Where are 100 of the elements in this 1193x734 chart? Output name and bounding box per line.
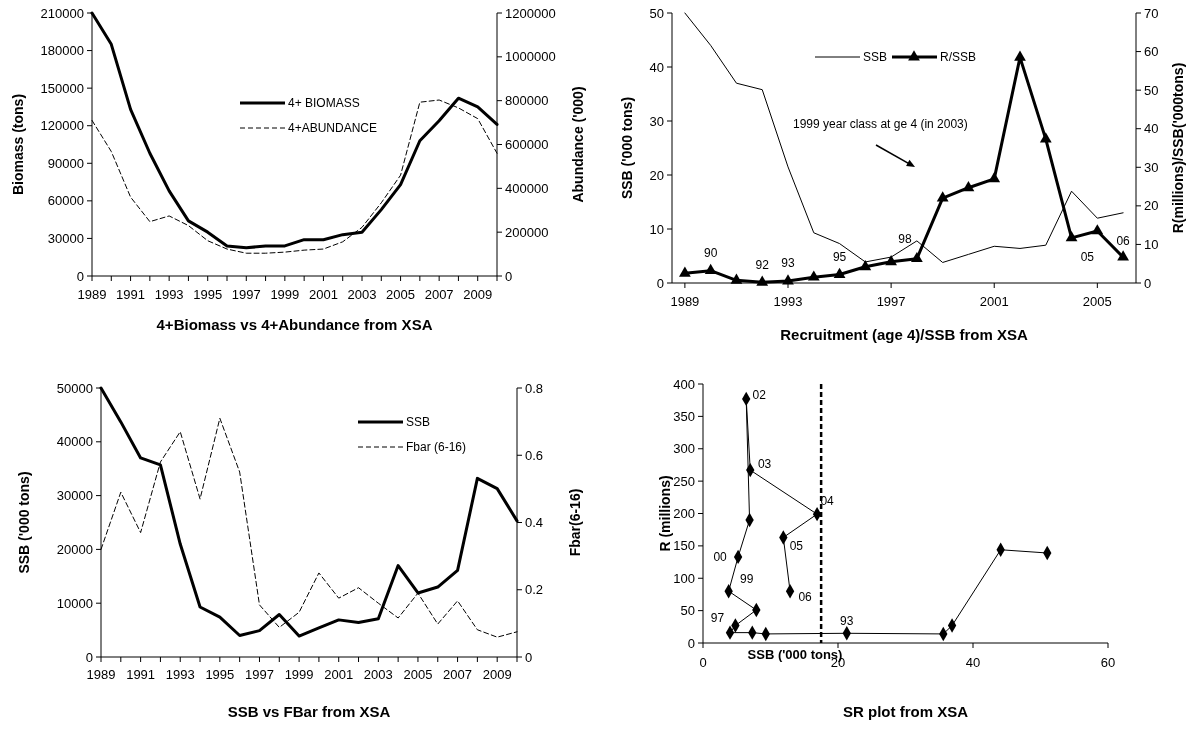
y-tick-label: 350 — [673, 408, 695, 424]
x-tick-label: 2009 — [482, 667, 512, 682]
annotation: 93 — [840, 614, 854, 629]
annotation: 00 — [713, 550, 728, 565]
annotation: 98 — [898, 231, 912, 246]
legend-label: Fbar (6-16) — [406, 440, 467, 455]
y2-tick-label: 0 — [505, 268, 513, 284]
y2-axis-title: Abundance ('000) — [569, 86, 586, 203]
annotation: 93 — [781, 256, 795, 271]
y-tick-label: 200 — [673, 506, 695, 522]
y-tick-label: 30 — [649, 113, 664, 129]
x-tick-label: 2005 — [403, 667, 433, 682]
point — [730, 273, 743, 284]
annotation: 06 — [798, 590, 813, 605]
y2-tick-label: 0.4 — [525, 515, 544, 531]
x-tick-label: 1999 — [284, 667, 314, 682]
y2-tick-label: 10 — [1144, 236, 1159, 252]
y-tick-label: 0 — [687, 635, 695, 651]
y-tick-label: 50 — [649, 5, 664, 21]
point — [1117, 250, 1129, 261]
x-tick-label: 1993 — [154, 287, 184, 302]
y2-axis-title: Fbar(6-16) — [566, 488, 583, 557]
y-tick-label: 90000 — [47, 155, 84, 171]
x-tick-label: 2003 — [347, 287, 377, 302]
annotation: 05 — [1080, 250, 1095, 265]
point — [756, 275, 769, 286]
point — [1014, 50, 1026, 61]
y-tick-label: 40 — [649, 59, 664, 75]
text: 4+Biomass vs 4+Abundance from XSA — [156, 316, 433, 333]
point — [1039, 132, 1052, 143]
y2-tick-label: 0.2 — [525, 582, 544, 598]
point — [679, 266, 691, 277]
annotation: 06 — [1116, 234, 1131, 249]
y-tick-label: 120000 — [40, 118, 84, 134]
annotation: 03 — [757, 457, 772, 472]
x-tick-label: 2001 — [324, 667, 354, 682]
y2-tick-label: 30 — [1144, 159, 1159, 175]
x-tick-label: 2001 — [979, 294, 1009, 309]
y-tick-label: 10000 — [56, 595, 93, 611]
x-tick-label: 1991 — [116, 287, 146, 302]
annotation: 99 — [739, 572, 754, 587]
x-tick-label: 1997 — [876, 294, 906, 309]
x-tick-label: 2001 — [308, 287, 338, 302]
legend-label: SSB — [863, 50, 888, 65]
y-tick-label: 250 — [673, 473, 695, 489]
x-tick-label: 2003 — [363, 667, 393, 682]
y-tick-label: 20000 — [56, 541, 93, 557]
x-tick-label: 2007 — [443, 667, 473, 682]
y-axis-title: R (millions) — [656, 475, 673, 552]
y-tick-label: 50000 — [56, 380, 93, 396]
legend-label: 4+ABUNDANCE — [288, 121, 378, 136]
x-tick-label: 1999 — [270, 287, 300, 302]
x-tick-label: 1993 — [165, 667, 195, 682]
x-tick-label: 1989 — [86, 667, 116, 682]
text: SSB vs FBar from XSA — [227, 703, 391, 720]
point — [885, 254, 897, 266]
y2-tick-label: 1200000 — [505, 5, 556, 21]
y-tick-label: 180000 — [40, 43, 84, 59]
annotation: 90 — [703, 245, 718, 260]
point — [782, 274, 794, 285]
x-tick-label: 2009 — [463, 287, 493, 302]
y-axis-title: SSB ('000 tons) — [15, 471, 32, 574]
point — [988, 172, 1001, 183]
x-tick-label: 2005 — [386, 287, 416, 302]
annotation: 97 — [710, 610, 725, 625]
y-tick-label: 60000 — [47, 193, 84, 209]
y2-axis-title: R(millions)/SSB('000tons) — [1169, 62, 1186, 234]
point — [859, 260, 872, 271]
annotation: 1999 year class at ge 4 (in 2003) — [793, 117, 968, 131]
point — [936, 191, 949, 202]
x-tick-label: 1991 — [126, 667, 156, 682]
y-axis-title: Biomass (tons) — [9, 93, 26, 196]
x-tick-label: 1997 — [245, 667, 274, 682]
x-tick-label: 1989 — [77, 287, 107, 302]
x-tick-label: 60 — [1100, 655, 1116, 670]
y-axis-title: SSB ('000 tons) — [618, 96, 635, 200]
x-tick-label: 0 — [699, 655, 707, 670]
y-tick-label: 40000 — [56, 434, 93, 450]
y2-tick-label: 400000 — [505, 180, 549, 196]
x-tick-label: 40 — [965, 655, 981, 670]
y2-tick-label: 800000 — [505, 93, 549, 109]
y-tick-label: 10 — [649, 221, 664, 237]
annotation: 95 — [832, 249, 847, 264]
y2-tick-label: 0 — [1144, 275, 1152, 291]
x-tick-label: 1995 — [193, 287, 223, 302]
y-tick-label: 300 — [673, 441, 695, 457]
x-tick-label: 1993 — [773, 294, 803, 309]
text: Recruitment (age 4)/SSB from XSA — [780, 326, 1028, 343]
y2-tick-label: 600000 — [505, 137, 549, 153]
legend-label: R/SSB — [940, 50, 977, 65]
y-tick-label: 50 — [680, 603, 695, 619]
y2-tick-label: 60 — [1144, 44, 1159, 60]
annotation: 92 — [755, 257, 770, 272]
annotation: 05 — [789, 538, 804, 553]
y2-tick-label: 0.6 — [525, 447, 544, 463]
y-tick-label: 150 — [673, 538, 695, 554]
y-tick-label: 0 — [656, 275, 664, 291]
y-tick-label: 30000 — [56, 488, 93, 504]
legend-label: 4+ BIOMASS — [288, 96, 360, 111]
y2-tick-label: 50 — [1144, 82, 1159, 98]
